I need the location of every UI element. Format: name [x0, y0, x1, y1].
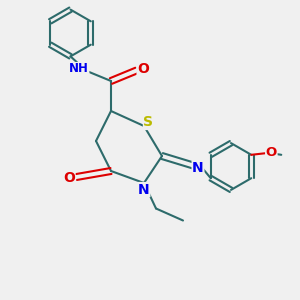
Text: NH: NH: [69, 62, 89, 76]
Text: O: O: [137, 62, 149, 76]
Text: O: O: [266, 146, 277, 159]
Text: N: N: [192, 161, 204, 175]
Text: O: O: [63, 172, 75, 185]
Text: S: S: [143, 116, 154, 129]
Text: N: N: [138, 183, 150, 196]
